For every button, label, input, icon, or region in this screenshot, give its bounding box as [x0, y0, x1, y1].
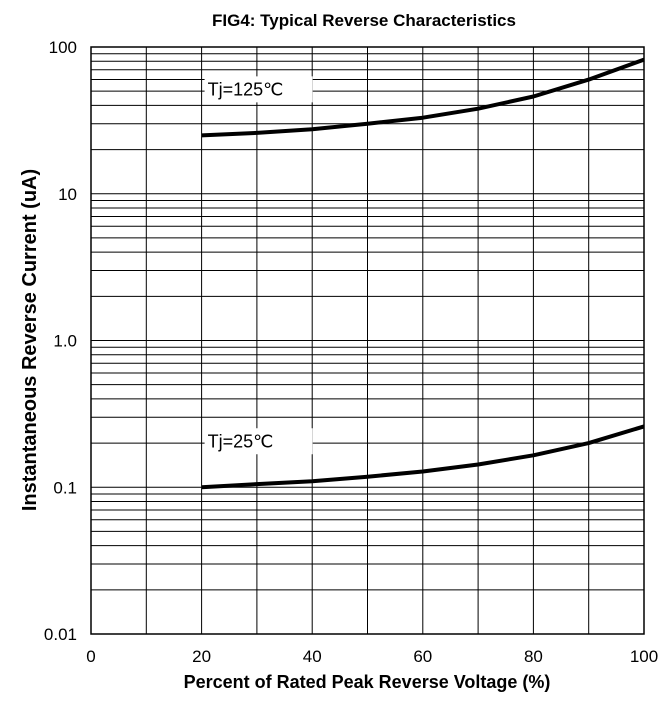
- series-label-bg: [204, 428, 313, 455]
- plot-frame: [90, 46, 645, 635]
- x-axis-label: Percent of Rated Peak Reverse Voltage (%…: [184, 672, 551, 692]
- series-label-bg: [204, 76, 313, 103]
- series-label: Tj=125℃: [208, 79, 284, 99]
- chart-title: FIG4: Typical Reverse Characteristics: [212, 11, 516, 30]
- y-tick-label: 10: [58, 185, 77, 204]
- series-layer: Tj=125℃ Tj=25℃: [201, 57, 645, 490]
- y-axis-ticks: 0.01 0.1 1.0 10 100: [44, 38, 77, 644]
- x-axis-ticks: 0 20 40 60 80 100: [86, 647, 658, 666]
- x-tick-label: 80: [524, 647, 543, 666]
- x-tick-label: 0: [86, 647, 95, 666]
- x-tick-label: 20: [192, 647, 211, 666]
- x-tick-label: 40: [303, 647, 322, 666]
- y-tick-label: 0.1: [53, 478, 77, 497]
- series-line: [201, 424, 645, 490]
- series-label: Tj=25℃: [208, 431, 274, 451]
- y-axis-label: Instantaneous Reverse Current (uA): [19, 169, 41, 511]
- series-line: [201, 57, 645, 138]
- x-tick-label: 60: [413, 647, 432, 666]
- y-tick-label: 0.01: [44, 625, 77, 644]
- x-tick-label: 100: [630, 647, 658, 666]
- y-tick-label: 100: [49, 38, 77, 57]
- y-tick-label: 1.0: [53, 332, 77, 351]
- grid: [91, 47, 644, 634]
